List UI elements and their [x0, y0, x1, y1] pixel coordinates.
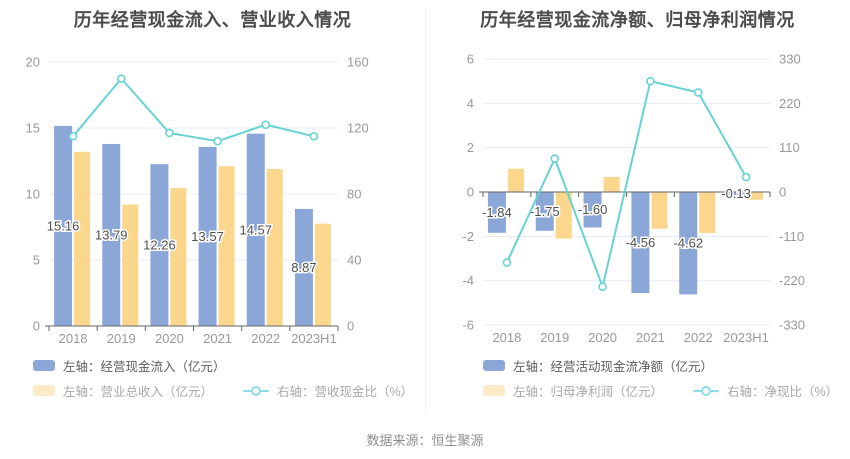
svg-text:-1.60: -1.60 [578, 202, 608, 217]
legend-item-net-profit[interactable]: 左轴：归母净利润（亿元） [483, 381, 663, 400]
blue-bar-swatch-icon [33, 360, 55, 371]
legend-row: 左轴：归母净利润（亿元） 右轴：净现比（%） [483, 382, 838, 399]
svg-text:160: 160 [347, 55, 369, 70]
svg-text:-4.62: -4.62 [673, 236, 703, 251]
svg-text:330: 330 [779, 52, 801, 67]
left-chart-legend: 左轴：经营现金流入（亿元） 左轴：营业总收入（亿元） 右轴：营收现金比（%） [33, 357, 413, 399]
svg-text:-220: -220 [779, 273, 805, 288]
legend-item-net-operating-cashflow[interactable]: 左轴：经营活动现金流净额（亿元） [483, 356, 713, 375]
svg-text:2021: 2021 [203, 331, 232, 346]
svg-text:15.16: 15.16 [47, 218, 80, 233]
left-chart-title: 历年经营现金流入、营业收入情况 [73, 10, 352, 30]
svg-text:15: 15 [26, 121, 40, 136]
svg-text:2020: 2020 [155, 331, 184, 346]
legend-label: 左轴：经营现金流入（亿元） [63, 360, 226, 374]
svg-text:220: 220 [779, 96, 801, 111]
svg-text:2022: 2022 [684, 330, 713, 345]
svg-text:10: 10 [26, 187, 40, 202]
svg-text:2018: 2018 [492, 330, 521, 345]
svg-text:2021: 2021 [636, 330, 665, 345]
svg-text:13.79: 13.79 [95, 227, 128, 242]
svg-text:0: 0 [347, 319, 354, 334]
svg-text:-1.84: -1.84 [482, 205, 512, 220]
svg-text:6: 6 [467, 52, 474, 67]
svg-text:0: 0 [779, 185, 786, 200]
data-source-caption: 数据来源：恒生聚源 [366, 433, 484, 448]
svg-text:40: 40 [347, 253, 361, 268]
left-chart-panel: 0 0 5 40 10 80 15 120 20 160 2018 2019 2020 2021 2022 2… [0, 0, 425, 420]
legend-row: 左轴：经营现金流入（亿元） [33, 357, 413, 374]
panel-divider [425, 8, 426, 412]
legend-label: 左轴：营业总收入（亿元） [63, 385, 214, 399]
svg-text:2022: 2022 [251, 331, 280, 346]
legend-label: 右轴：营收现金比（%） [277, 385, 414, 399]
legend-item-total-revenue[interactable]: 左轴：营业总收入（亿元） [33, 381, 213, 400]
svg-text:2018: 2018 [59, 331, 88, 346]
svg-text:-6: -6 [462, 318, 474, 333]
orange-bar-swatch-icon [483, 385, 505, 396]
svg-text:-0.13: -0.13 [721, 186, 751, 201]
svg-text:-110: -110 [779, 229, 804, 244]
svg-text:8.87: 8.87 [291, 260, 316, 275]
svg-text:2019: 2019 [107, 331, 136, 346]
svg-text:80: 80 [347, 187, 361, 202]
svg-text:-330: -330 [779, 318, 805, 333]
blue-bar-swatch-icon [483, 360, 505, 371]
svg-text:12.26: 12.26 [143, 238, 176, 253]
svg-text:13.57: 13.57 [191, 229, 224, 244]
right-chart-legend: 左轴：经营活动现金流净额（亿元） 左轴：归母净利润（亿元） 右轴：净现比（%） [483, 357, 838, 399]
legend-item-revenue-cash-ratio[interactable]: 右轴：营收现金比（%） [243, 381, 413, 400]
legend-label: 左轴：经营活动现金流净额（亿元） [513, 360, 714, 374]
svg-text:14.57: 14.57 [239, 222, 272, 237]
svg-text:2020: 2020 [588, 330, 617, 345]
legend-row: 左轴：营业总收入（亿元） 右轴：营收现金比（%） [33, 382, 413, 399]
legend-item-cash-inflow[interactable]: 左轴：经营现金流入（亿元） [33, 356, 226, 375]
orange-bar-swatch-icon [33, 385, 55, 396]
svg-text:0: 0 [33, 319, 40, 334]
svg-text:120: 120 [347, 121, 369, 136]
legend-label: 左轴：归母净利润（亿元） [513, 385, 664, 399]
svg-text:-4.56: -4.56 [626, 235, 656, 250]
svg-text:2023H1: 2023H1 [723, 330, 769, 345]
svg-text:2019: 2019 [540, 330, 569, 345]
svg-text:20: 20 [26, 55, 40, 70]
legend-item-net-cash-ratio[interactable]: 右轴：净现比（%） [693, 381, 838, 400]
net-cashflow-profit-chart-canvas: -6 -330 -4 -220 -2 -110 0 0 2 110 4 220 6 330 2018 2019… [462, 52, 805, 346]
svg-text:0: 0 [467, 185, 474, 200]
legend-label: 右轴：净现比（%） [727, 385, 839, 399]
legend-row: 左轴：经营活动现金流净额（亿元） [483, 357, 838, 374]
right-chart-panel: -6 -330 -4 -220 -2 -110 0 0 2 110 4 220 6 330 2018 2019… [425, 0, 850, 420]
svg-text:5: 5 [33, 253, 40, 268]
cash-inflow-revenue-chart-canvas: 0 0 5 40 10 80 15 120 20 160 2018 2019 2020 2021 2022 2… [26, 55, 369, 347]
svg-text:110: 110 [779, 140, 800, 155]
svg-text:-4: -4 [462, 273, 474, 288]
teal-line-marker-icon [243, 385, 270, 396]
svg-text:4: 4 [467, 96, 474, 111]
svg-text:-2: -2 [462, 229, 474, 244]
svg-text:2: 2 [467, 140, 474, 155]
svg-text:-1.75: -1.75 [530, 204, 560, 219]
teal-line-marker-icon [693, 385, 720, 396]
svg-text:2023H1: 2023H1 [291, 331, 337, 346]
right-chart-title: 历年经营现金流净额、归母净利润情况 [480, 10, 795, 30]
